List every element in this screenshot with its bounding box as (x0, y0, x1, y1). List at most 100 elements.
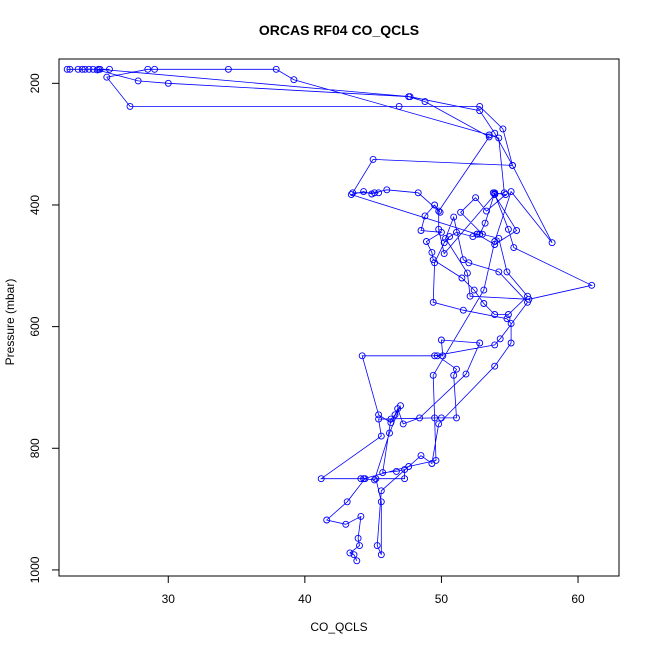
data-point (509, 161, 516, 169)
data-point (417, 452, 425, 460)
data-point (375, 189, 383, 197)
data-point (397, 402, 404, 410)
data-point (368, 190, 376, 198)
data-point (346, 549, 354, 557)
chart-title: ORCAS RF04 CO_QCLS (259, 22, 419, 38)
y-axis-label: Pressure (mbar) (3, 279, 17, 366)
data-point (431, 414, 439, 422)
data-point (78, 65, 86, 73)
data-point (81, 65, 89, 73)
data-point (66, 65, 74, 73)
x-tick-label: 40 (298, 592, 312, 606)
x-tick-label: 30 (162, 592, 176, 606)
data-point (373, 542, 381, 550)
data-point (323, 516, 331, 524)
data-point (457, 208, 465, 216)
data-point (435, 207, 443, 215)
data-point (428, 248, 436, 256)
data-point (356, 542, 363, 550)
x-tick-label: 50 (435, 592, 449, 606)
plot-area (63, 65, 596, 565)
y-tick-label: 1000 (28, 556, 42, 583)
data-point (473, 230, 481, 238)
data-point (416, 414, 424, 422)
data-point (96, 65, 104, 73)
data-point (465, 259, 473, 267)
x-tick-label: 60 (571, 592, 585, 606)
data-point (489, 189, 497, 197)
data-point (485, 133, 493, 141)
data-point (421, 212, 429, 220)
data-point (459, 306, 467, 314)
data-point (360, 188, 368, 196)
data-point (347, 191, 355, 199)
data-point (453, 414, 460, 422)
data-point (369, 155, 377, 163)
data-point (513, 227, 521, 234)
data-point (476, 339, 484, 347)
data-point (405, 463, 413, 470)
data-point (504, 311, 512, 318)
data-point (507, 339, 515, 347)
data-point (272, 65, 280, 73)
data-point (440, 239, 448, 247)
data-point (466, 292, 474, 300)
data-point (417, 227, 425, 234)
data-point (439, 352, 447, 360)
data-point (375, 411, 383, 419)
data-point (317, 475, 325, 483)
data-point (377, 487, 385, 495)
data-point (470, 286, 478, 294)
data-point (399, 420, 407, 428)
y-tick-label: 800 (28, 438, 42, 458)
y-tick-label: 600 (28, 316, 42, 336)
data-point (503, 268, 511, 276)
data-point (421, 98, 429, 106)
data-point (379, 469, 387, 477)
data-point (503, 315, 511, 323)
data-point (372, 475, 380, 483)
data-point (375, 415, 383, 423)
data-point (510, 244, 518, 252)
data-point (436, 208, 444, 216)
data-point (387, 415, 395, 423)
data-point (491, 238, 499, 245)
data-point (495, 268, 503, 276)
data-point (491, 311, 499, 318)
data-point (429, 371, 437, 379)
data-point (395, 102, 403, 110)
data-point (134, 77, 142, 85)
data-point (495, 134, 503, 142)
data-point (387, 419, 395, 427)
data-point (507, 188, 515, 196)
data-point (360, 475, 368, 483)
data-point (74, 65, 82, 73)
data-point (459, 256, 467, 264)
data-point (463, 269, 471, 277)
data-point (548, 239, 556, 247)
data-point (354, 534, 362, 542)
data-point (383, 186, 391, 194)
data-point (350, 551, 358, 559)
data-point (453, 228, 460, 236)
data-point (431, 352, 439, 360)
data-point (358, 352, 366, 360)
data-point (507, 320, 515, 328)
data-point (224, 65, 232, 73)
data-point (433, 352, 441, 360)
data-point (414, 189, 422, 197)
data-point (491, 362, 499, 370)
data-point (458, 274, 466, 282)
y-axis: 200 400 600 800 1000 (28, 73, 59, 583)
data-point (377, 498, 385, 506)
data-point (357, 512, 365, 520)
y-tick-label: 400 (28, 195, 42, 215)
data-point (446, 233, 454, 241)
data-point (480, 300, 488, 307)
data-point (432, 456, 440, 464)
data-point (450, 213, 458, 221)
x-axis-label: CO_QCLS (310, 620, 367, 634)
data-point (442, 234, 449, 242)
data-point (164, 79, 172, 87)
data-point (106, 65, 113, 73)
